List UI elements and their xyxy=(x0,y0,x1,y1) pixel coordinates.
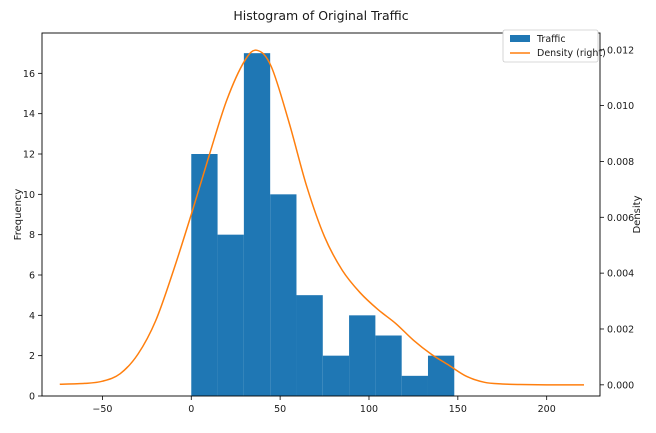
right-y-tick-label: 0.000 xyxy=(607,380,634,391)
histogram-bar-1 xyxy=(191,154,218,396)
x-tick-label: 0 xyxy=(188,404,194,415)
y-tick-label: 4 xyxy=(29,311,35,322)
x-tick-label: 50 xyxy=(274,404,286,415)
y-tick-label: 10 xyxy=(23,190,35,201)
y-tick-label: 0 xyxy=(29,392,35,403)
legend: Traffic Density (right) xyxy=(502,29,606,63)
density-line xyxy=(59,49,585,386)
right-y-tick-label: 0.008 xyxy=(607,157,634,168)
histogram-bar-7 xyxy=(349,315,376,396)
histogram-bar-5 xyxy=(296,295,323,396)
y-axis-label: Frequency xyxy=(13,189,24,241)
right-y-axis-label: Density xyxy=(632,195,643,233)
right-y-tick-label: 0.012 xyxy=(607,45,634,56)
axes-frame xyxy=(41,32,601,397)
legend-label-density: Density (right) xyxy=(537,48,606,59)
chart-title: Histogram of Original Traffic xyxy=(233,8,408,23)
histogram-bar-8 xyxy=(375,335,402,396)
histogram-bar-10 xyxy=(427,355,455,396)
plot-area: −50 0 50 100 150 200 0 2 4 6 8 10 12 14 16 0.000 0.002 0.… xyxy=(23,45,634,415)
legend-swatch-traffic xyxy=(510,35,530,42)
right-y-tick-label: 0.010 xyxy=(607,101,634,112)
x-tick-label: −50 xyxy=(92,404,112,415)
y-tick-label: 14 xyxy=(23,109,35,120)
histogram-bar-4 xyxy=(270,194,297,396)
histogram-bar-3 xyxy=(243,53,271,397)
right-y-tick-label: 0.006 xyxy=(607,213,634,224)
y-tick-label: 8 xyxy=(29,230,35,241)
legend-label-traffic: Traffic xyxy=(536,34,566,45)
y-tick-label: 2 xyxy=(29,351,35,362)
histogram-bar-2 xyxy=(217,234,244,396)
histogram-bar-9 xyxy=(401,375,428,396)
x-tick-label: 100 xyxy=(360,404,378,415)
x-tick-label: 200 xyxy=(538,404,556,415)
x-tick-label: 150 xyxy=(449,404,467,415)
y-tick-label: 12 xyxy=(23,150,35,161)
histogram-bar-6 xyxy=(322,355,350,396)
y-tick-label: 6 xyxy=(29,271,35,282)
y-tick-label: 16 xyxy=(23,69,35,80)
right-y-tick-label: 0.004 xyxy=(607,269,634,280)
right-y-tick-label: 0.002 xyxy=(607,324,634,335)
